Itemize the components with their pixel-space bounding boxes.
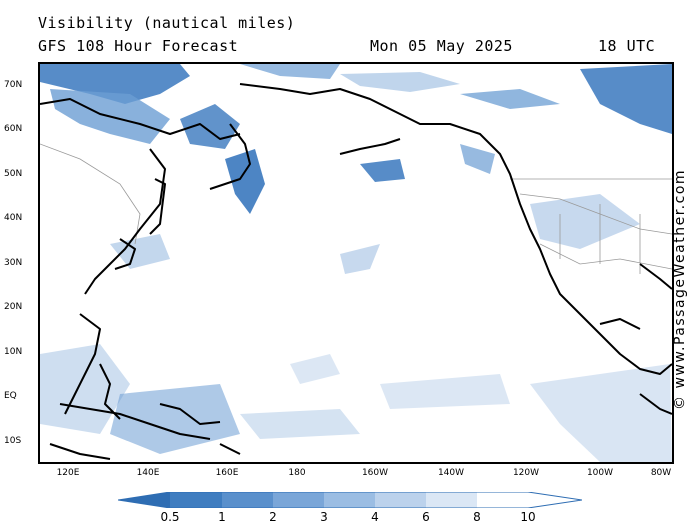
legend-bin-2 [222,492,273,508]
legend-tick-4: 4 [371,510,379,524]
lat-label-40n: 40N [4,213,23,223]
legend-tick-2: 2 [269,510,277,524]
lon-label-120w: 120W [512,468,540,478]
lon-label-180: 180 [288,468,306,478]
lon-label-140e: 140E [136,468,160,478]
country-borders [40,143,672,274]
visibility-fields [40,64,672,462]
lat-label-30n: 30N [4,258,23,268]
legend-arrow-low [118,492,170,508]
lon-label-160w: 160W [361,468,389,478]
forecast-date: Mon 05 May 2025 [370,37,513,55]
map-title: Visibility (nautical miles) [38,14,296,32]
lon-label-160e: 160E [215,468,239,478]
lon-label-100w: 100W [586,468,614,478]
legend-tick-6: 6 [422,510,430,524]
site-credit: © www.PassageWeather.com [672,168,688,410]
coastlines [40,83,672,460]
legend-arrow-high [528,492,582,508]
lat-label-60n: 60N [4,124,23,134]
legend-tick-0-5: 0.5 [160,510,180,524]
map-canvas [40,64,672,462]
legend-bin-7 [477,492,528,508]
legend-tick-3: 3 [320,510,328,524]
lat-label-10n: 10N [4,347,23,357]
legend-bin-3 [273,492,324,508]
lat-label-20n: 20N [4,302,23,312]
forecast-model: GFS 108 Hour Forecast [38,37,239,55]
forecast-time: 18 UTC [598,37,656,55]
lat-label-50n: 50N [4,169,23,179]
legend-bin-1 [170,492,222,508]
legend-tick-8: 8 [473,510,481,524]
lat-label-eq: EQ [4,391,17,401]
lon-label-120e: 120E [56,468,80,478]
visibility-map [38,62,674,464]
legend-tick-1: 1 [218,510,226,524]
lon-label-140w: 140W [437,468,465,478]
lon-label-80w: 80W [650,468,672,478]
legend-bin-6 [426,492,477,508]
lat-label-70n: 70N [4,80,23,90]
legend-bin-5 [375,492,426,508]
legend-tick-10: 10 [520,510,536,524]
legend-colorbar [118,492,582,508]
legend-bin-4 [324,492,375,508]
lat-label-10s: 10S [4,436,22,446]
